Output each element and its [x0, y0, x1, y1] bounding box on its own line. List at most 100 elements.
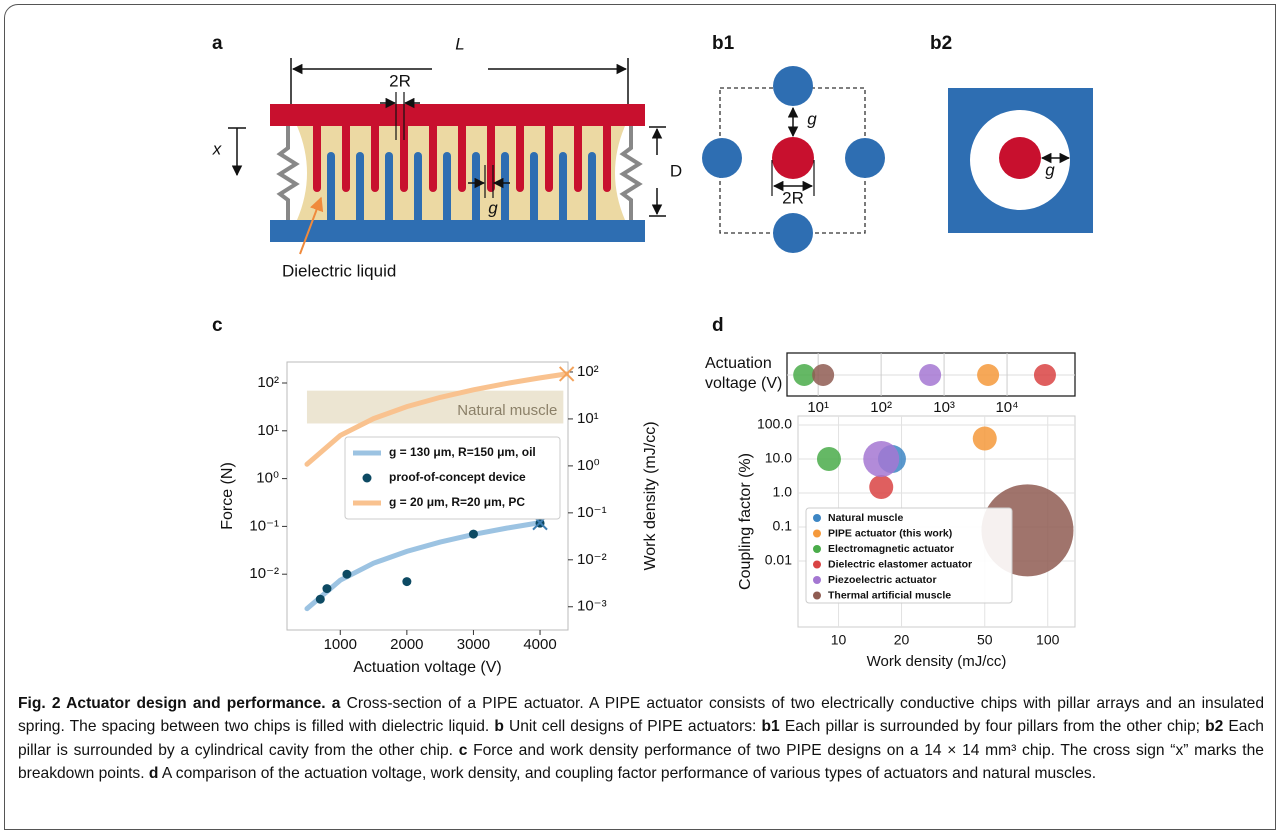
y2-tick-label: 10⁻¹ — [577, 504, 607, 521]
caption-part: d — [149, 765, 159, 782]
panel-label: c — [212, 315, 223, 336]
caption-part: b1 — [762, 718, 780, 735]
x-tick-label: 2000 — [390, 636, 423, 653]
x-tick-label: 20 — [894, 632, 910, 648]
label: Dielectric liquid — [282, 261, 396, 280]
red-pillar — [487, 118, 495, 192]
y2-tick-label: 10⁰ — [577, 457, 600, 474]
y-tick-label: 100.0 — [757, 416, 792, 432]
caption: Fig. 2 Actuator design and performance. … — [18, 692, 1264, 785]
bubble — [817, 447, 841, 471]
y-tick-label: 0.01 — [765, 552, 792, 568]
legend-label: g = 130 μm, R=150 μm, oil — [389, 445, 536, 459]
caption-part: a — [332, 695, 341, 712]
voltage-tick-label: 10³ — [933, 399, 955, 416]
y-tick-label: 10⁰ — [256, 470, 279, 487]
spring — [623, 126, 639, 220]
red-pillar — [313, 118, 321, 192]
red-pillar — [545, 118, 553, 192]
panel-label: a — [212, 33, 223, 54]
legend-label: proof-of-concept device — [389, 470, 526, 484]
pillar — [999, 137, 1041, 179]
legend-swatch — [813, 561, 821, 569]
band-label: Natural muscle — [457, 402, 557, 419]
red-pillar — [429, 118, 437, 192]
voltage-point — [1034, 364, 1056, 386]
x-tick-label: 1000 — [324, 636, 357, 653]
diagram-b2: g — [948, 88, 1093, 233]
legend-swatch — [813, 530, 821, 538]
voltage-point — [812, 364, 834, 386]
y2-tick-label: 10⁻³ — [577, 598, 607, 615]
caption-part: b — [494, 718, 504, 735]
bubble — [869, 475, 893, 499]
page: a b1 b2 c d L 2R x D g Dielectric liquid… — [0, 0, 1282, 835]
red-pillar — [371, 118, 379, 192]
legend-swatch — [813, 592, 821, 600]
voltage-point — [919, 364, 941, 386]
panel-label: b2 — [930, 33, 952, 54]
legend-swatch — [813, 576, 821, 584]
caption-text: A comparison of the actuation voltage, w… — [162, 765, 1096, 782]
y-tick-label: 0.1 — [773, 518, 793, 534]
panel-label: b1 — [712, 33, 735, 54]
chart-d: 10¹ 10² 10³ 10⁴ Actuation voltage (V) 10 0.01 0.… — [705, 353, 1075, 670]
legend-swatch — [813, 545, 821, 553]
spring — [280, 126, 296, 220]
voltage-point — [793, 364, 815, 386]
y-tick-label: 10⁻² — [249, 565, 279, 582]
legend-label: Piezoelectric actuator — [828, 574, 937, 586]
x-axis-label: Work density (mJ/cc) — [867, 653, 1007, 670]
caption-title: Fig. 2 Actuator design and performance. — [18, 695, 326, 712]
top-chip — [270, 104, 645, 126]
y-axis-label: Coupling factor (%) — [737, 453, 754, 590]
red-pillar — [458, 118, 466, 192]
y2-tick-label: 10⁻² — [577, 551, 607, 568]
point — [316, 595, 325, 604]
legend-label: Electromagnetic actuator — [828, 543, 954, 555]
pillar — [773, 213, 813, 253]
y-axis-label: Force (N) — [219, 462, 236, 530]
label: g — [488, 198, 498, 217]
chart-c: Natural muscle10⁻²10⁻¹10⁰10¹10²10⁻³10⁻²1… — [219, 362, 659, 676]
point — [469, 530, 478, 539]
voltage-tick-label: 10⁴ — [995, 399, 1018, 416]
voltage-axis-label: voltage (V) — [705, 375, 782, 392]
blue-pillar — [588, 152, 596, 228]
diagram-b1: g 2R — [702, 66, 885, 253]
line — [307, 523, 540, 609]
voltage-tick-label: 10² — [870, 399, 892, 416]
panel-label: d — [712, 315, 724, 336]
bubble — [973, 427, 997, 451]
x-tick-label: 10 — [831, 632, 847, 648]
figure: a b1 b2 c d L 2R x D g Dielectric liquid… — [0, 0, 1282, 690]
voltage-axis-label: Actuation — [705, 355, 772, 372]
label: x — [212, 139, 222, 158]
blue-pillar — [559, 152, 567, 228]
pillar — [845, 138, 885, 178]
point — [402, 577, 411, 586]
label: g — [807, 109, 817, 128]
caption-part: c — [459, 742, 468, 759]
x-tick-label: 4000 — [523, 636, 556, 653]
point — [342, 570, 351, 579]
blue-pillar — [356, 152, 364, 228]
blue-pillar — [385, 152, 393, 228]
bottom-chip — [270, 220, 645, 242]
voltage-tick-label: 10¹ — [807, 399, 829, 416]
legend-label: Natural muscle — [828, 512, 903, 524]
red-pillar — [603, 118, 611, 192]
y2-axis-label: Work density (mJ/cc) — [642, 421, 659, 570]
y-tick-label: 10¹ — [257, 422, 279, 439]
red-pillar — [516, 118, 524, 192]
label: D — [670, 161, 682, 180]
x-tick-label: 100 — [1036, 632, 1060, 648]
pillar — [773, 66, 813, 106]
label: 2R — [782, 188, 804, 207]
y2-tick-label: 10¹ — [577, 410, 599, 427]
legend-label: g = 20 μm, R=20 μm, PC — [389, 495, 525, 509]
x-tick-label: 3000 — [457, 636, 490, 653]
caption-part: b2 — [1205, 718, 1223, 735]
voltage-point — [977, 364, 999, 386]
legend-swatch — [363, 474, 372, 483]
